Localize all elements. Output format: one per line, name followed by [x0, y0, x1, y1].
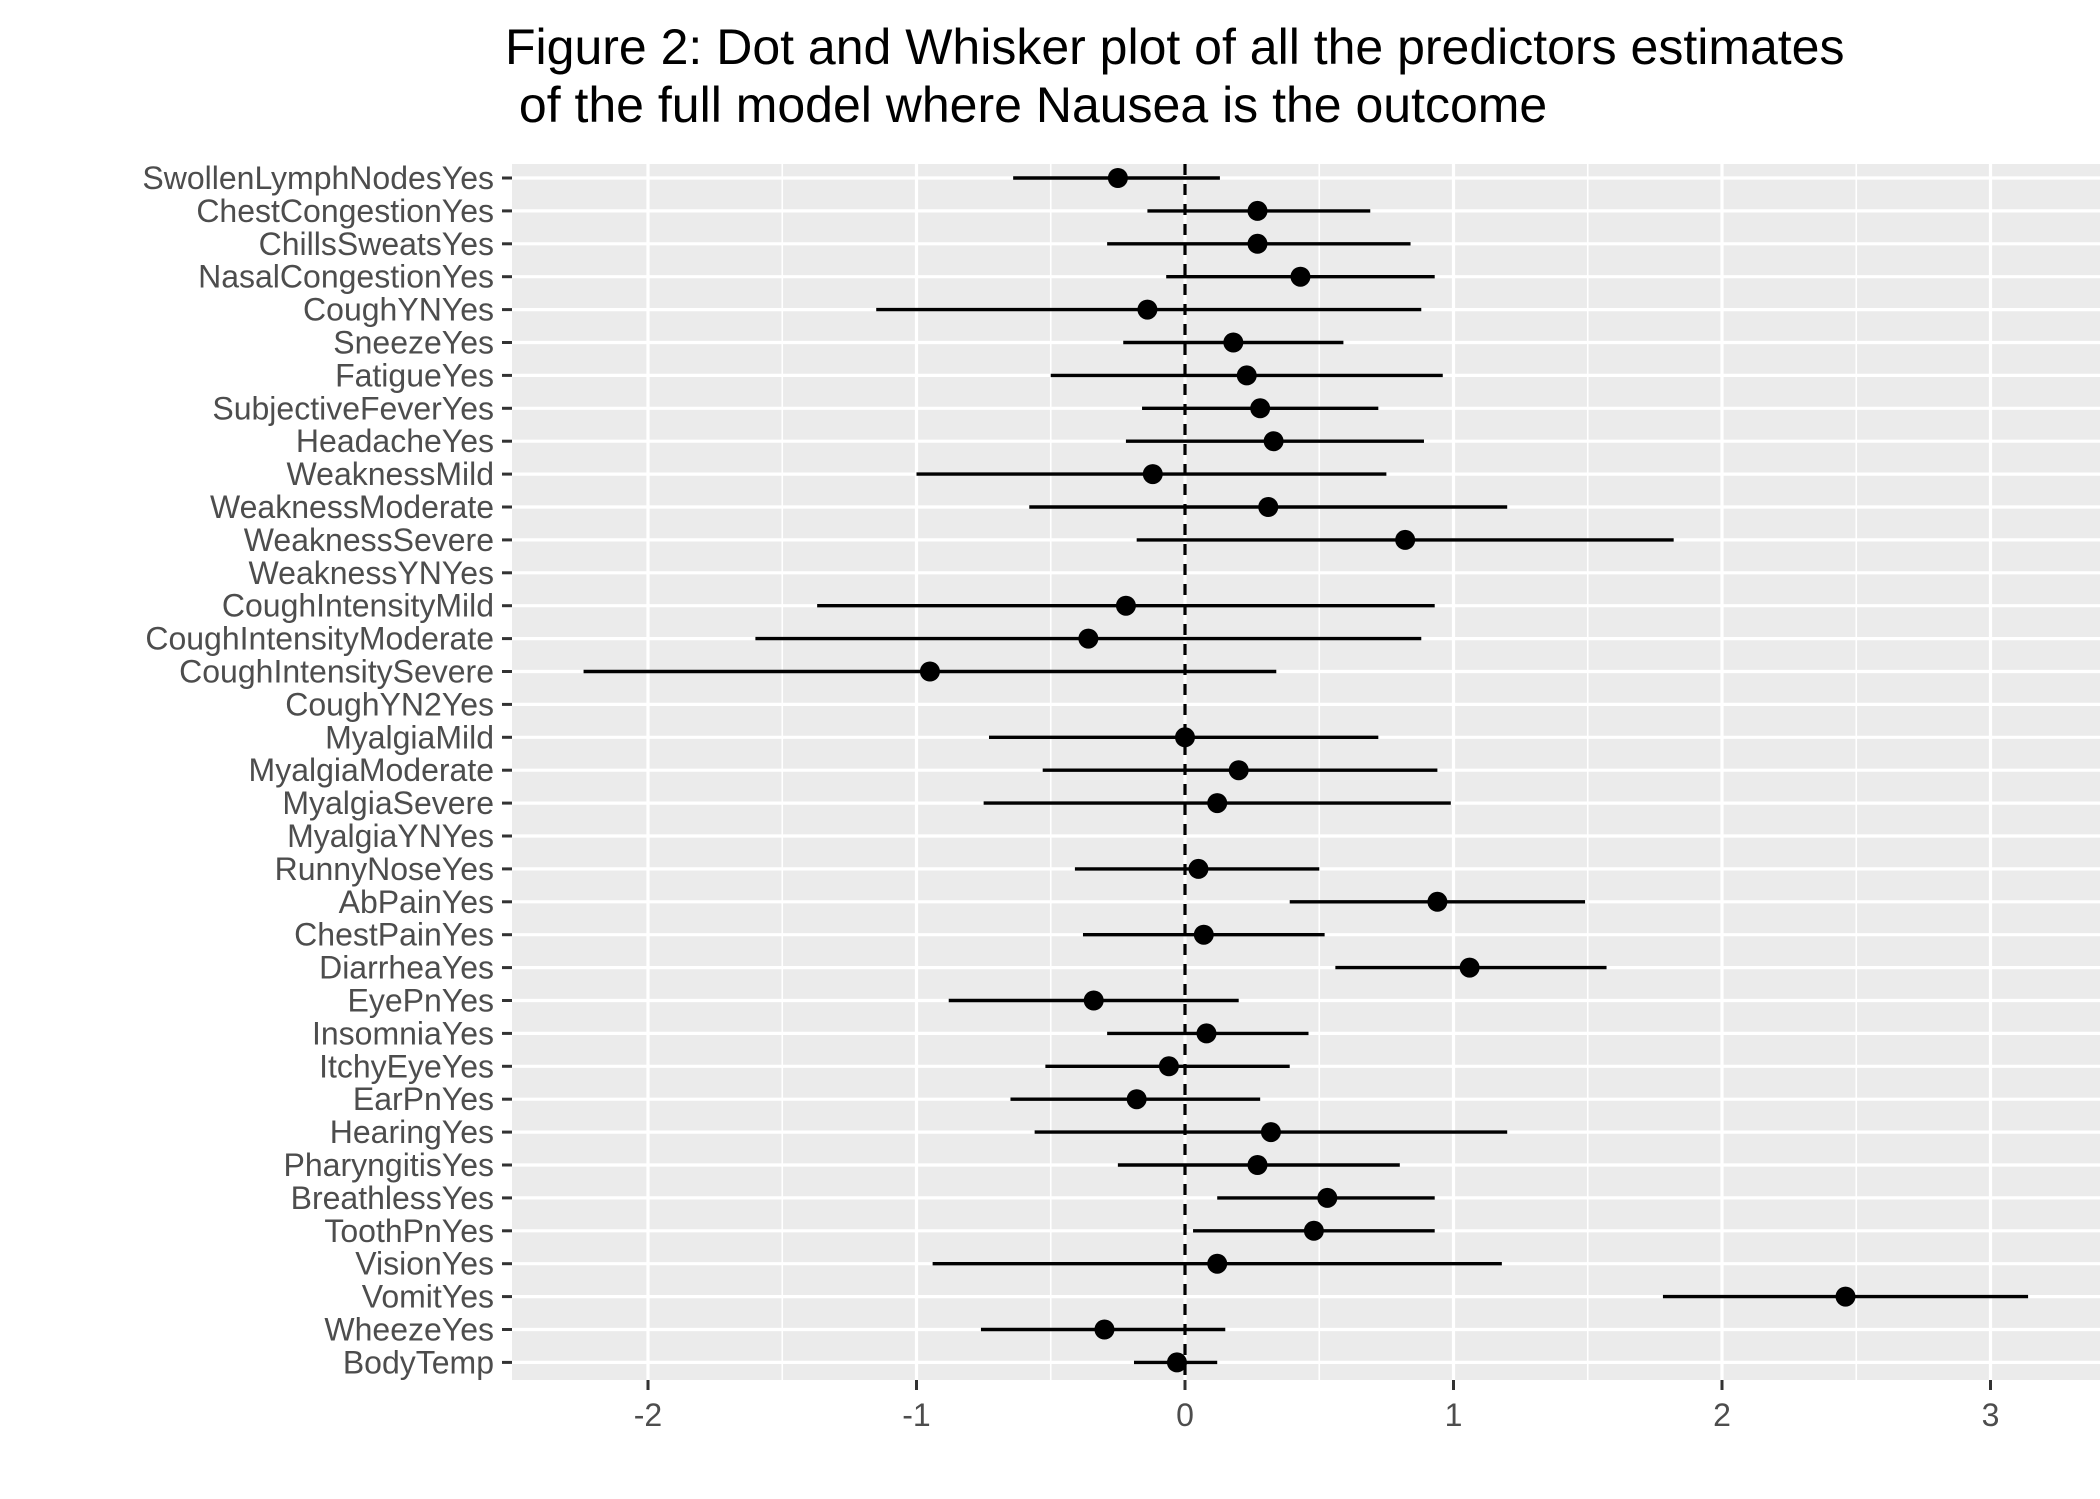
x-axis: -2 -1 0 1 2 3: [634, 1380, 2000, 1433]
chart-title: Figure 2: Dot and Whisker plot of all th…: [505, 19, 1845, 133]
point-AbPainYes: [1427, 891, 1448, 912]
point-RunnyNoseYes: [1188, 858, 1209, 879]
y-tick-label: WheezeYes: [324, 1312, 494, 1348]
y-tick-label: PharyngitisYes: [284, 1147, 495, 1183]
point-BodyTemp: [1166, 1352, 1187, 1373]
y-tick-label: MyalgiaMild: [325, 719, 494, 755]
y-tick-label: SwollenLymphNodesYes: [142, 160, 494, 196]
y-tick-label: FatigueYes: [335, 357, 494, 393]
point-VisionYes: [1207, 1253, 1228, 1274]
plot-panel: [512, 164, 2100, 1380]
y-tick-label: BreathlessYes: [291, 1180, 494, 1216]
point-EyePnYes: [1083, 990, 1104, 1011]
x-tick-label: 0: [1176, 1397, 1194, 1433]
point-HearingYes: [1260, 1122, 1281, 1143]
y-tick-label: ChillsSweatsYes: [259, 226, 494, 262]
y-tick-label: CoughIntensityMild: [222, 588, 494, 624]
y-tick-label: ChestPainYes: [294, 917, 494, 953]
y-tick-label: InsomniaYes: [312, 1015, 494, 1051]
y-tick-label: WeaknessSevere: [244, 522, 494, 558]
y-tick-label: WeaknessMild: [287, 456, 494, 492]
x-tick-label: 3: [1982, 1397, 2000, 1433]
point-ChillsSweatsYes: [1247, 233, 1268, 254]
point-PharyngitisYes: [1247, 1155, 1268, 1175]
point-CoughIntensityMild: [1115, 595, 1136, 616]
point-WeaknessModerate: [1258, 497, 1279, 517]
y-tick-label: BodyTemp: [343, 1344, 494, 1380]
point-EarPnYes: [1126, 1089, 1147, 1110]
y-tick-label: EarPnYes: [353, 1081, 494, 1117]
point-VomitYes: [1835, 1286, 1856, 1307]
x-tick-label: -1: [902, 1397, 930, 1433]
x-tick-label: -2: [634, 1397, 662, 1433]
point-MyalgiaSevere: [1207, 793, 1228, 814]
point-MyalgiaMild: [1175, 727, 1195, 748]
y-tick-label: ToothPnYes: [324, 1213, 494, 1249]
point-HeadacheYes: [1263, 431, 1284, 452]
point-ItchyEyeYes: [1158, 1056, 1179, 1077]
point-ChestCongestionYes: [1247, 200, 1268, 221]
point-ToothPnYes: [1303, 1220, 1324, 1241]
y-tick-label: VisionYes: [355, 1246, 494, 1282]
y-tick-label: WeaknessYNYes: [249, 555, 494, 591]
y-tick-label: MyalgiaSevere: [282, 785, 494, 821]
point-BreathlessYes: [1317, 1187, 1338, 1208]
point-FatigueYes: [1236, 365, 1257, 386]
point-SwollenLymphNodesYes: [1107, 168, 1128, 188]
y-axis: SwollenLymphNodesYesChestCongestionYesCh…: [142, 160, 512, 1380]
y-tick-label: NasalCongestionYes: [198, 259, 494, 295]
point-WeaknessMild: [1142, 464, 1163, 485]
y-tick-label: CoughYN2Yes: [285, 686, 494, 722]
point-NasalCongestionYes: [1290, 266, 1311, 287]
y-tick-label: CoughIntensitySevere: [179, 654, 494, 690]
point-MyalgiaModerate: [1228, 760, 1249, 781]
point-SubjectiveFeverYes: [1250, 398, 1271, 419]
y-tick-label: SneezeYes: [333, 325, 494, 361]
y-tick-label: SubjectiveFeverYes: [212, 390, 494, 426]
point-CoughIntensitySevere: [919, 661, 940, 682]
point-InsomniaYes: [1196, 1023, 1217, 1044]
point-CoughIntensityModerate: [1078, 628, 1099, 649]
y-tick-label: ChestCongestionYes: [196, 193, 494, 229]
y-tick-label: VomitYes: [362, 1279, 494, 1315]
y-tick-label: DiarrheaYes: [319, 950, 494, 986]
x-tick-label: 1: [1445, 1397, 1463, 1433]
point-ChestPainYes: [1193, 924, 1214, 945]
y-tick-label: MyalgiaYNYes: [287, 818, 494, 854]
y-tick-label: AbPainYes: [339, 884, 494, 920]
y-tick-label: EyePnYes: [348, 983, 494, 1019]
y-tick-label: RunnyNoseYes: [275, 851, 494, 887]
y-tick-label: HeadacheYes: [296, 423, 494, 459]
point-DiarrheaYes: [1459, 957, 1480, 978]
point-CoughYNYes: [1137, 299, 1158, 320]
y-tick-label: CoughIntensityModerate: [145, 621, 494, 657]
y-tick-label: CoughYNYes: [303, 292, 494, 328]
y-tick-label: WeaknessModerate: [210, 489, 494, 525]
y-tick-label: ItchyEyeYes: [319, 1048, 494, 1084]
point-SneezeYes: [1223, 332, 1244, 353]
y-tick-label: HearingYes: [330, 1114, 494, 1150]
y-tick-label: MyalgiaModerate: [249, 752, 494, 788]
point-layer: [919, 168, 1856, 1373]
point-WheezeYes: [1094, 1319, 1115, 1340]
x-tick-label: 2: [1713, 1397, 1731, 1433]
point-WeaknessSevere: [1395, 529, 1416, 550]
